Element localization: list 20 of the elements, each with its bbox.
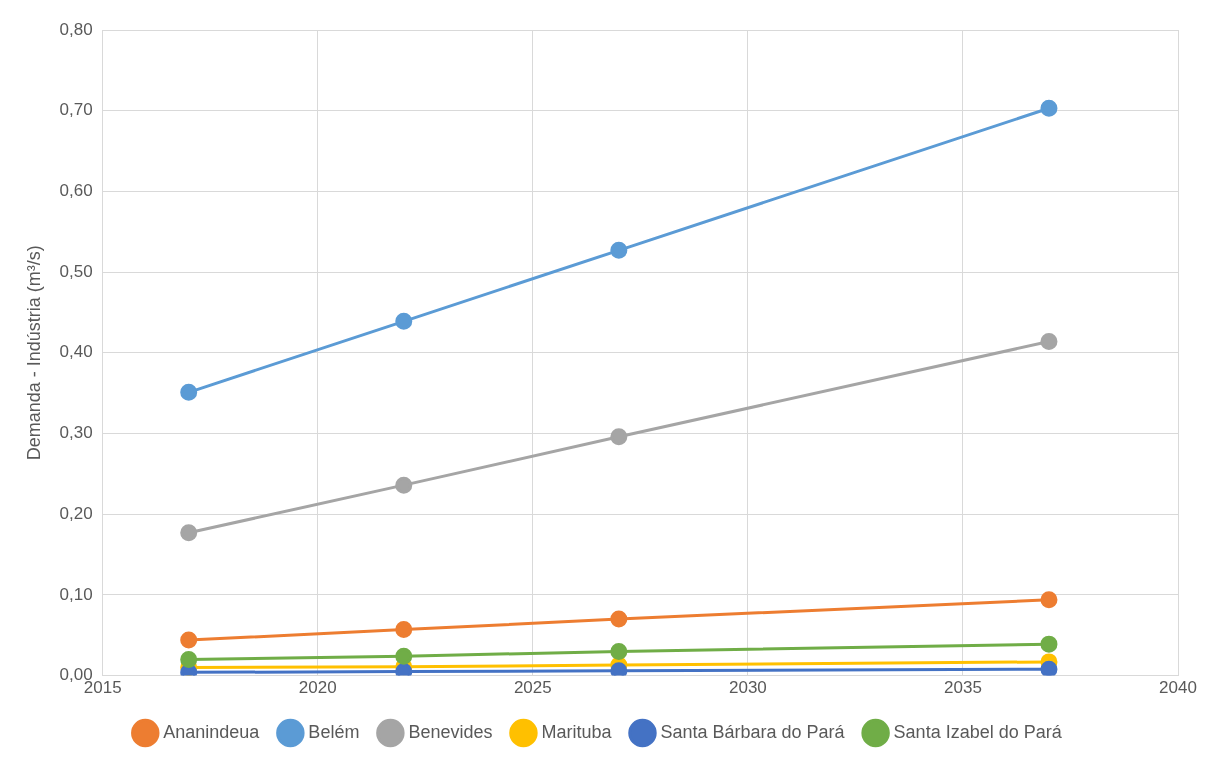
x-tick-label: 2035 xyxy=(944,678,982,698)
x-tick-label: 2020 xyxy=(298,678,337,698)
y-tick-label: 0,10 xyxy=(59,584,93,604)
y-tick-label: 0,60 xyxy=(59,181,93,201)
y-tick-label: 0,30 xyxy=(59,423,93,443)
legend-label: Santa Bárbara do Pará xyxy=(660,721,846,742)
x-tick-label: 2040 xyxy=(1159,678,1197,698)
y-axis-title: Demanda - Indústria (m³/s) xyxy=(23,245,44,461)
x-tick-label: 2025 xyxy=(513,678,552,698)
legend-label: Belém xyxy=(308,721,360,742)
y-tick-label: 0,40 xyxy=(59,342,93,362)
y-tick-label: 0,50 xyxy=(59,261,93,281)
legend-label: Santa Izabel do Pará xyxy=(893,721,1063,742)
legend-label: Ananindeua xyxy=(163,721,261,742)
x-tick-label: 2030 xyxy=(728,678,767,698)
legend-label: Benevides xyxy=(408,721,493,742)
y-tick-label: 0,80 xyxy=(59,19,93,39)
legend-label: Marituba xyxy=(541,721,613,742)
y-tick-label: 0,70 xyxy=(59,100,93,120)
y-tick-label: 0,20 xyxy=(59,503,93,523)
